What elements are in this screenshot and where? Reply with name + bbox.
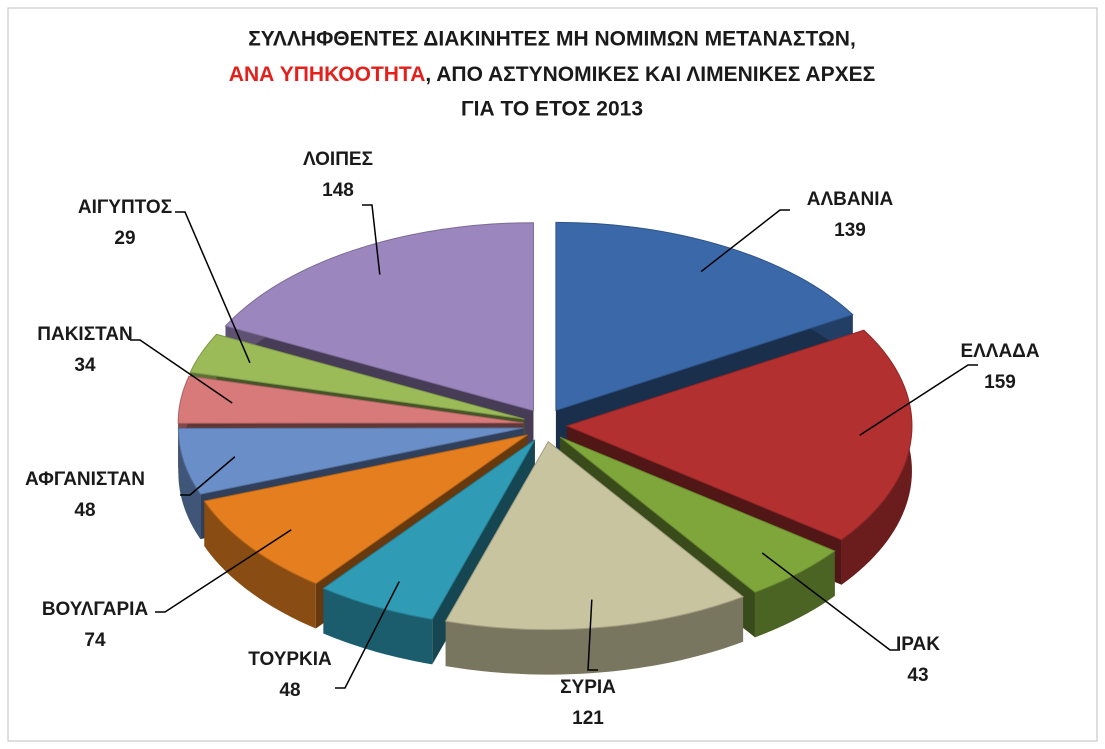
slice-top <box>177 375 524 424</box>
leader-line <box>362 204 381 275</box>
leader-line <box>587 599 598 671</box>
leader-line <box>180 456 236 496</box>
slice-value: 74 <box>84 630 106 651</box>
slice-top <box>565 329 913 541</box>
slice-top <box>559 436 836 593</box>
slice-top <box>322 439 536 620</box>
title-line: ΣΥΛΛΗΦΘΕΝΤΕΣ ΔΙΑΚΙΝΗΤΕΣ ΜΗ ΝΟΜΙΜΩΝ ΜΕΤΑΝ… <box>248 28 856 51</box>
slice-label: ΑΙΓΥΠΤΟΣ <box>78 197 172 218</box>
slice-label: ΛΟΙΠΕΣ <box>303 149 373 170</box>
slice-label: ΙΡΑΚ <box>896 634 940 655</box>
slice-top <box>203 434 528 585</box>
slice-value: 148 <box>322 180 354 201</box>
leader-line <box>700 209 790 273</box>
slice-value: 139 <box>834 220 866 241</box>
slice-side <box>445 596 744 675</box>
slice-side <box>178 428 201 540</box>
slice-side <box>323 588 433 665</box>
leader-line <box>155 529 292 613</box>
slice-top <box>189 333 525 420</box>
slice-value: 121 <box>572 708 604 729</box>
slice-top <box>177 427 524 495</box>
slice-label: ΠΑΚΙΣΤΑΝ <box>37 324 132 345</box>
leader-line <box>130 339 233 404</box>
leader-line <box>859 364 978 436</box>
slice-value: 48 <box>74 500 95 521</box>
slice-value: 159 <box>984 372 1016 393</box>
leader-line <box>335 581 400 689</box>
title-line: ΑΝΑ ΥΠΗΚΟΟΤΗΤΑ, ΑΠΟ ΑΣΤΥΝΟΜΙΚΕΣ ΚΑΙ ΛΙΜΕ… <box>229 63 875 86</box>
slice-label: ΣΥΡΙΑ <box>560 677 616 698</box>
slice-label: ΒΟΥΛΓΑΡΙΑ <box>42 599 149 620</box>
slice-side <box>754 550 835 638</box>
pie-slice <box>444 440 745 675</box>
title-highlight: ΑΝΑ ΥΠΗΚΟΟΤΗΤΑ <box>229 63 426 86</box>
leader-line <box>761 552 900 651</box>
slice-value: 29 <box>114 228 135 249</box>
slice-label: ΕΛΛΑΔΑ <box>960 341 1039 362</box>
slice-value: 43 <box>907 665 928 686</box>
title-line: ΓΙΑ ΤΟ ΕΤΟΣ 2013 <box>461 98 643 121</box>
slice-label: ΑΦΓΑΝΙΣΤΑΝ <box>25 469 145 490</box>
slice-value: 34 <box>74 355 96 376</box>
slice-value: 48 <box>279 680 300 701</box>
slice-top <box>224 222 534 412</box>
leader-line <box>175 211 251 364</box>
slice-top <box>444 440 745 631</box>
title-rest: , ΑΠΟ ΑΣΤΥΝΟΜΙΚΕΣ ΚΑΙ ΛΙΜΕΝΙΚΕΣ ΑΡΧΕΣ <box>425 63 875 86</box>
slice-label: ΑΛΒΑΝΙΑ <box>807 189 894 210</box>
slice-top <box>555 221 854 412</box>
slice-label: ΤΟΥΡΚΙΑ <box>248 649 332 670</box>
